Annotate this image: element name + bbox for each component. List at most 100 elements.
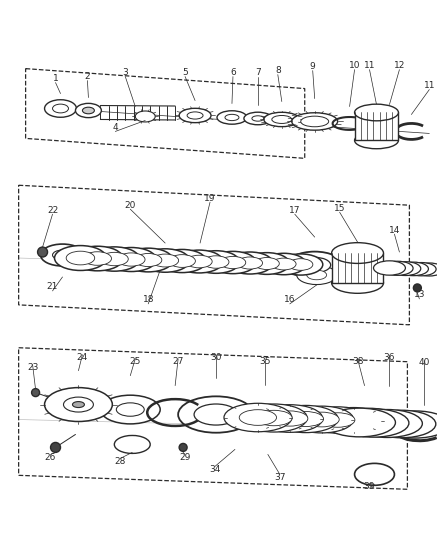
Ellipse shape [355,132,399,149]
Ellipse shape [254,257,279,270]
Ellipse shape [299,257,331,273]
Ellipse shape [264,112,300,127]
Text: 20: 20 [124,201,136,209]
Text: 5: 5 [182,68,188,77]
Ellipse shape [117,403,144,416]
Ellipse shape [203,256,229,268]
Text: 28: 28 [115,457,126,466]
Ellipse shape [66,251,95,265]
Text: 3: 3 [123,68,128,77]
Ellipse shape [45,100,77,117]
Ellipse shape [287,252,343,278]
Text: 16: 16 [284,295,296,304]
Ellipse shape [292,113,338,130]
Ellipse shape [324,408,396,437]
Ellipse shape [134,254,162,266]
Ellipse shape [175,250,223,273]
Ellipse shape [244,253,290,274]
Ellipse shape [194,404,238,425]
Ellipse shape [353,409,422,438]
Text: 7: 7 [255,68,261,77]
Text: 14: 14 [389,225,400,235]
Text: 12: 12 [394,61,405,70]
Ellipse shape [178,397,254,433]
Ellipse shape [217,111,247,124]
Text: 11: 11 [364,61,375,70]
Ellipse shape [89,247,140,271]
Ellipse shape [289,259,313,270]
Ellipse shape [374,261,406,275]
Text: 23: 23 [27,363,38,372]
Text: 17: 17 [289,206,300,215]
Text: 2: 2 [85,72,90,81]
Ellipse shape [398,262,428,276]
Ellipse shape [273,406,338,433]
Ellipse shape [272,116,292,124]
Ellipse shape [135,111,155,122]
Ellipse shape [124,248,173,272]
Text: 11: 11 [424,81,435,90]
Text: 30: 30 [210,353,222,362]
Ellipse shape [54,246,106,270]
Ellipse shape [255,410,292,426]
Text: 35: 35 [259,357,271,366]
Ellipse shape [406,263,436,276]
Ellipse shape [279,254,323,275]
Ellipse shape [225,115,239,120]
Ellipse shape [32,389,39,397]
Text: 37: 37 [274,473,286,482]
Text: 24: 24 [77,353,88,362]
Text: 8: 8 [275,66,281,75]
Ellipse shape [192,251,240,273]
Ellipse shape [53,104,68,113]
Ellipse shape [244,112,272,125]
Ellipse shape [186,255,212,268]
Ellipse shape [339,408,400,434]
Text: 40: 40 [419,358,430,367]
Text: 13: 13 [413,290,425,300]
Text: 29: 29 [180,453,191,462]
Text: 21: 21 [47,282,58,292]
Ellipse shape [261,253,306,274]
Ellipse shape [224,403,292,432]
Text: 1: 1 [53,74,58,83]
Text: 22: 22 [47,206,58,215]
Ellipse shape [53,250,72,260]
Ellipse shape [257,405,323,432]
Text: 26: 26 [45,453,56,462]
Polygon shape [355,112,399,140]
Text: 27: 27 [173,357,184,366]
Ellipse shape [272,258,296,270]
Text: 4: 4 [113,123,118,132]
Ellipse shape [82,107,95,114]
Ellipse shape [332,272,384,293]
Ellipse shape [332,243,384,263]
Ellipse shape [323,408,385,433]
Ellipse shape [272,411,308,426]
Ellipse shape [152,254,179,267]
Ellipse shape [117,253,145,266]
Ellipse shape [415,263,438,276]
Ellipse shape [100,252,128,266]
Ellipse shape [106,247,156,271]
Text: 18: 18 [142,295,154,304]
Text: 36: 36 [384,353,395,362]
Text: 6: 6 [230,68,236,77]
Ellipse shape [320,413,355,427]
Text: 39: 39 [364,482,375,491]
Ellipse shape [413,284,421,292]
Ellipse shape [306,407,369,433]
Polygon shape [332,253,384,283]
Ellipse shape [72,401,85,408]
Ellipse shape [290,406,353,433]
Ellipse shape [179,443,187,451]
Ellipse shape [141,249,190,272]
Ellipse shape [301,116,328,127]
Text: 25: 25 [130,357,141,366]
Ellipse shape [187,112,203,119]
Ellipse shape [336,414,371,427]
Text: 19: 19 [204,193,216,203]
Ellipse shape [220,256,246,269]
Text: 38: 38 [352,357,363,366]
Text: 15: 15 [334,204,346,213]
